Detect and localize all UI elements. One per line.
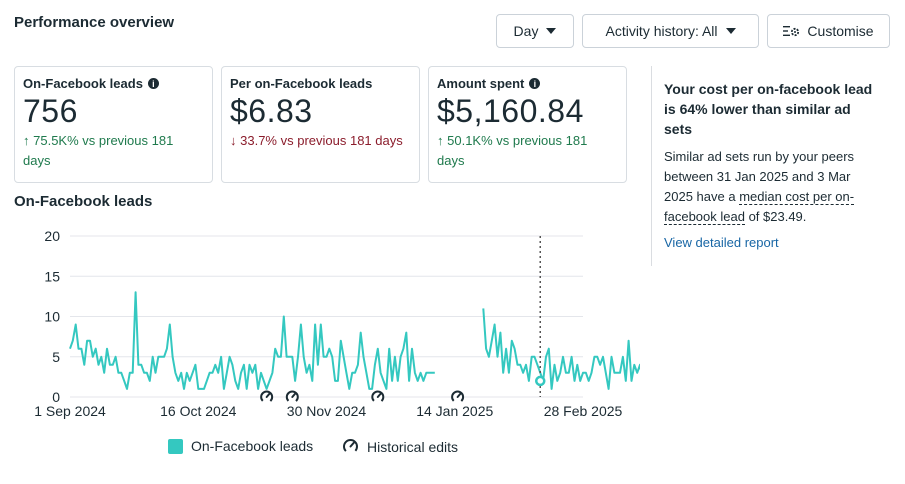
activity-history-label: Activity history: All: [605, 23, 718, 39]
historical-edit-icon[interactable]: [370, 389, 386, 405]
historical-edit-icon[interactable]: [450, 389, 466, 405]
kpi-value: $6.83: [230, 93, 313, 129]
kpi-label-row: Per on-Facebook leads: [230, 76, 411, 91]
kpi-card-leads: On-Facebook leads i 756 ↑ 75.5K% vs prev…: [14, 66, 213, 183]
y-tick-label: 15: [44, 268, 60, 284]
legend-item-historical-edits[interactable]: Historical edits: [342, 438, 458, 455]
x-tick-label: 1 Sep 2024: [34, 403, 106, 419]
x-tick-label: 14 Jan 2025: [416, 403, 493, 419]
kpi-label-row: On-Facebook leads i: [23, 76, 204, 91]
leads-series-line[interactable]: [69, 291, 435, 390]
caret-down-icon: [725, 28, 736, 34]
kpi-label: Per on-Facebook leads: [230, 76, 373, 91]
view-detailed-report-link[interactable]: View detailed report: [664, 235, 779, 250]
kpi-card-cost-per-lead: Per on-Facebook leads $6.83 ↓ 33.7% vs p…: [221, 66, 420, 183]
insight-body: Similar ad sets run by your peers betwee…: [664, 147, 874, 227]
legend-label: On-Facebook leads: [191, 438, 314, 454]
legend-swatch: [168, 438, 183, 454]
divider: [651, 66, 652, 266]
legend-item-leads[interactable]: On-Facebook leads: [168, 438, 313, 454]
kpi-change: ↑ 50.1K% vs previous 181 days: [437, 131, 618, 171]
day-dropdown[interactable]: Day: [496, 14, 574, 48]
leads-series-line[interactable]: [482, 308, 640, 397]
kpi-value: 756: [23, 93, 78, 129]
insight-panel: Your cost per on-facebook lead is 64% lo…: [664, 79, 874, 250]
customise-button[interactable]: Customise: [767, 14, 890, 48]
arrow-down-icon: ↓: [230, 133, 237, 148]
arrow-up-icon: ↑: [437, 133, 444, 148]
kpi-change-text: 75.5K% vs previous 181 days: [23, 133, 174, 168]
x-tick-label: 28 Feb 2025: [544, 403, 623, 419]
y-tick-label: 10: [44, 309, 60, 325]
kpi-label: On-Facebook leads: [23, 76, 143, 91]
insight-body-text: Similar ad sets run by your peers betwee…: [664, 149, 855, 204]
customise-label: Customise: [807, 23, 874, 39]
historical-edit-icon[interactable]: [259, 389, 275, 405]
x-tick-label: 16 Oct 2024: [160, 403, 236, 419]
kpi-value: $5,160.84: [437, 93, 584, 129]
info-icon[interactable]: i: [147, 78, 159, 89]
kpi-label: Amount spent: [437, 76, 525, 91]
kpi-card-amount-spent: Amount spent i $5,160.84 ↑ 50.1K% vs pre…: [428, 66, 627, 183]
caret-down-icon: [546, 28, 557, 34]
x-tick-label: 30 Nov 2024: [287, 403, 367, 419]
historical-edit-icon[interactable]: [285, 389, 301, 405]
y-tick-label: 0: [52, 389, 60, 405]
insight-heading: Your cost per on-facebook lead is 64% lo…: [664, 81, 873, 137]
arrow-up-icon: ↑: [23, 133, 30, 148]
page-title: Performance overview: [14, 14, 175, 31]
y-tick-label: 5: [52, 349, 60, 365]
day-dropdown-label: Day: [513, 23, 539, 39]
info-icon[interactable]: i: [529, 78, 541, 89]
kpi-label-row: Amount spent i: [437, 76, 618, 91]
current-day-marker-point[interactable]: [535, 375, 546, 387]
legend-label: Historical edits: [367, 438, 459, 455]
activity-history-dropdown[interactable]: Activity history: All: [582, 14, 759, 48]
kpi-change: ↑ 75.5K% vs previous 181 days: [23, 131, 204, 171]
customise-icon: [783, 26, 800, 37]
leads-line-chart[interactable]: 0 5 10 15 20 1 Sep 2024 16 Oct 2024 30 Nov 2024…: [0, 222, 640, 422]
y-tick-label: 20: [44, 228, 60, 244]
kpi-change-text: 33.7% vs previous 181 days: [240, 133, 403, 148]
kpi-change-text: 50.1K% vs previous 181 days: [437, 133, 588, 168]
kpi-change: ↓ 33.7% vs previous 181 days: [230, 131, 411, 151]
chart-title: On-Facebook leads: [14, 193, 153, 210]
insight-body-text-end: of $23.49.: [744, 209, 807, 224]
median-cost-term[interactable]: median cost per on-facebook lead: [664, 189, 855, 225]
gauge-icon: [343, 439, 358, 454]
